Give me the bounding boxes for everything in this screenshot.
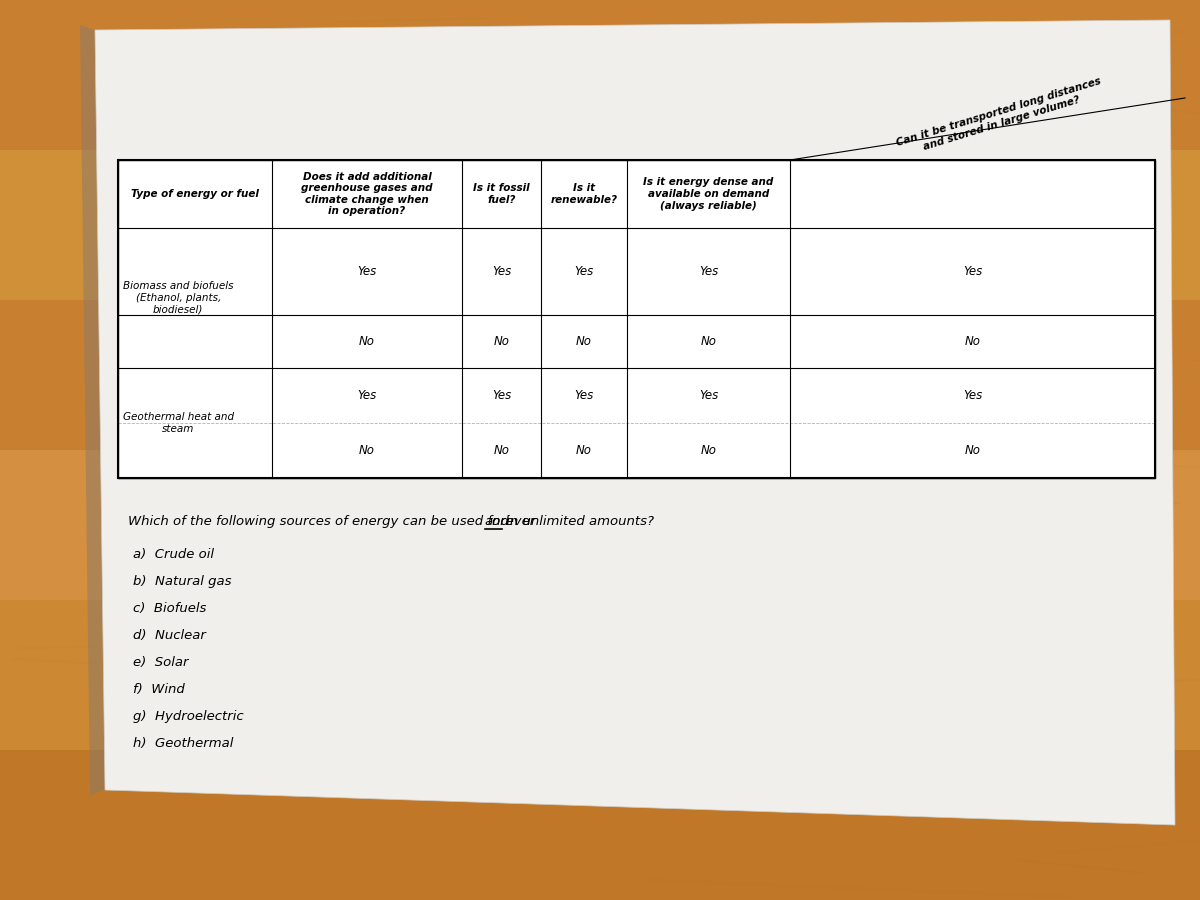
Bar [0,750,1200,900]
Text: Yes: Yes [358,389,377,402]
Bar [0,0,1200,150]
Text: Yes: Yes [698,389,718,402]
Text: Is it energy dense and
available on demand
(always reliable): Is it energy dense and available on dema… [643,177,774,211]
Text: Yes: Yes [358,265,377,278]
Text: No: No [359,335,374,348]
Bar [0,300,1200,450]
Text: Is it fossil
fuel?: Is it fossil fuel? [473,184,530,205]
Bar [0,450,1200,600]
Text: Yes: Yes [492,389,511,402]
Text: Yes: Yes [575,389,594,402]
Bar [118,160,1154,478]
Text: and: and [485,515,510,528]
Text: Biomass and biofuels
(Ethanol, plants,
biodiesel): Biomass and biofuels (Ethanol, plants, b… [124,282,234,315]
Polygon shape [95,20,1175,825]
Bar [0,150,1200,300]
Text: No: No [965,335,980,348]
Bar [118,160,1154,478]
Text: Which of the following sources of energy can be used forever: Which of the following sources of energy… [128,515,540,528]
Text: h)  Geothermal: h) Geothermal [133,737,233,750]
Text: Can it be transported long distances
and stored in large volume?: Can it be transported long distances and… [895,76,1105,159]
Text: Is it
renewable?: Is it renewable? [551,184,618,205]
Text: Yes: Yes [962,265,982,278]
Text: No: No [576,335,592,348]
Text: Does it add additional
greenhouse gases and
climate change when
in operation?: Does it add additional greenhouse gases … [301,172,433,216]
Polygon shape [80,25,106,795]
Text: Yes: Yes [575,265,594,278]
Text: No: No [359,444,374,457]
Text: Yes: Yes [698,265,718,278]
Text: No: No [493,444,510,457]
Text: No: No [493,335,510,348]
Text: in unlimited amounts?: in unlimited amounts? [503,515,654,528]
Text: No: No [576,444,592,457]
Text: Geothermal heat and
steam: Geothermal heat and steam [124,412,234,434]
Bar [0,600,1200,750]
Text: No: No [965,444,980,457]
Text: Yes: Yes [962,389,982,402]
Text: d)  Nuclear: d) Nuclear [133,629,206,642]
Text: a)  Crude oil: a) Crude oil [133,548,214,561]
Text: f)  Wind: f) Wind [133,683,185,696]
Text: e)  Solar: e) Solar [133,656,188,669]
Text: Yes: Yes [492,265,511,278]
Text: Type of energy or fuel: Type of energy or fuel [131,189,259,199]
Text: No: No [701,444,716,457]
Text: No: No [701,335,716,348]
Text: c)  Biofuels: c) Biofuels [133,602,206,615]
Text: b)  Natural gas: b) Natural gas [133,575,232,588]
Text: g)  Hydroelectric: g) Hydroelectric [133,710,244,723]
